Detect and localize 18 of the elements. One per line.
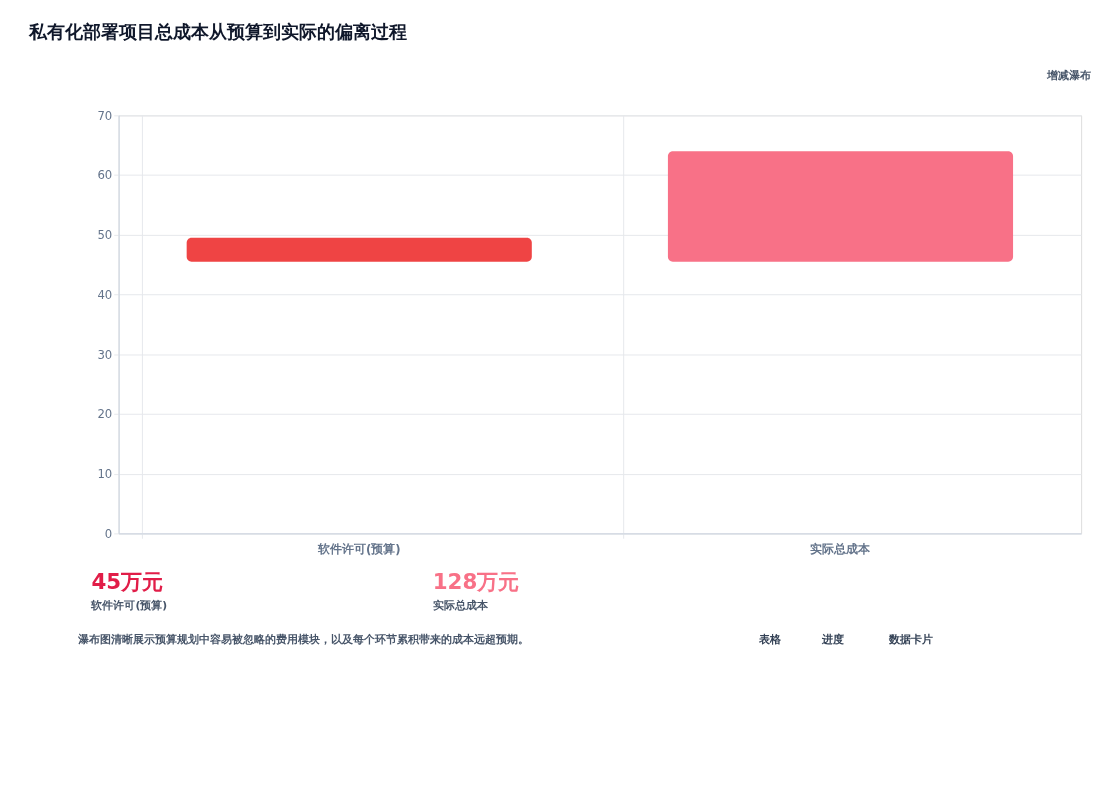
text: 45万元	[91, 568, 164, 594]
text: 增减瀑布	[1045, 69, 1091, 83]
text: 软件许可(预算)	[90, 599, 168, 613]
text: 表格	[758, 633, 782, 647]
text: 瀑布图清晰展示预算规划中容易被忽略的费用模块，以及每个环节累积带来的成本远超预期。	[76, 633, 529, 647]
y-tick-label: 10	[97, 467, 113, 482]
y-tick-label: 20	[97, 407, 113, 422]
text: 进度	[821, 633, 845, 647]
y-tick-label: 60	[97, 168, 113, 183]
y-tick-label: 40	[97, 287, 113, 302]
text: 实际总成本	[432, 599, 489, 613]
y-tick-label: 0	[104, 526, 113, 541]
y-tick-label: 70	[97, 108, 113, 123]
text: 128万元	[432, 568, 520, 594]
y-tick-label: 50	[97, 228, 113, 243]
chart-title: 私有化部署项目总成本从预算到实际的偏离过程	[28, 21, 408, 42]
y-tick-label: 30	[97, 347, 113, 362]
text: 数据卡片	[887, 633, 933, 647]
